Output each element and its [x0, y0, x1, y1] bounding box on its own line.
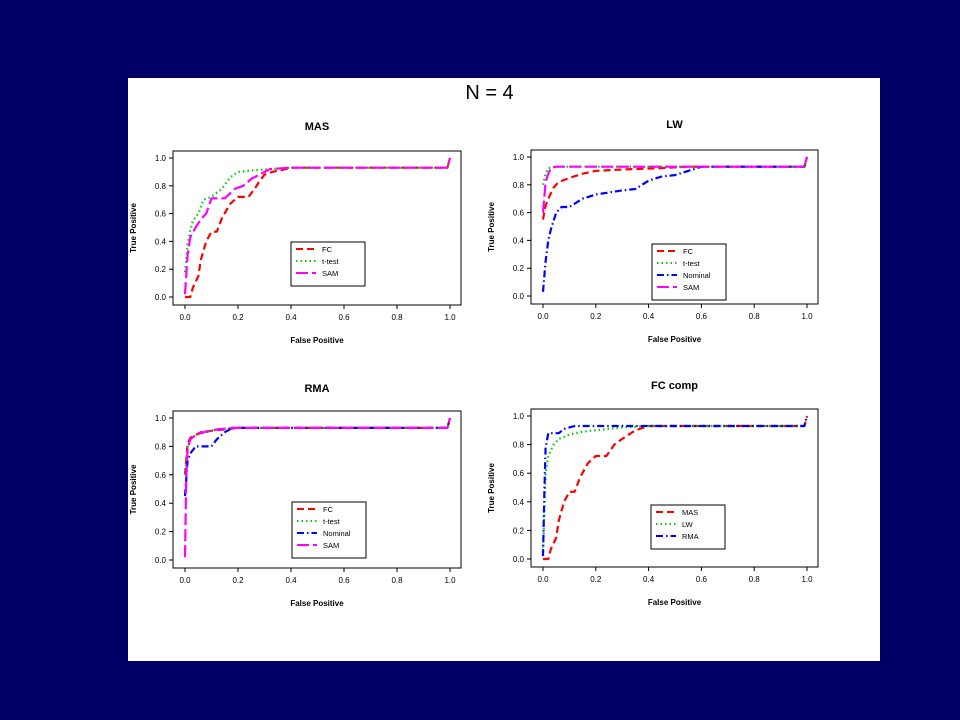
chart1-series-fc: [185, 157, 452, 299]
chart2-series-fc: [541, 156, 809, 220]
chart4-y-tick-label: 0.6: [513, 469, 525, 478]
chart3-plot-box: [172, 410, 462, 569]
chart3-y-tick-label: 0.4: [155, 499, 167, 508]
chart4-legend-label: MAS: [682, 508, 698, 517]
chart2-y-tick-label: 1.0: [513, 153, 525, 162]
chart4-legend-box: [650, 504, 726, 550]
chart3-x-tick-label: 1.0: [444, 576, 456, 585]
chart3-x-axis-label: False Positive: [290, 599, 344, 608]
chart3-x-tick-label: 0.6: [338, 576, 350, 585]
chart4-plot-box: [530, 408, 819, 568]
chart1-y-tick-label: 1.0: [155, 154, 167, 163]
chart2-legend-label: Nominal: [683, 271, 711, 280]
chart4-y-axis-label: True Positive: [487, 463, 496, 513]
chart4-x-axis-label: False Positive: [648, 598, 702, 607]
chart2-x-tick-label: 1.0: [801, 312, 813, 321]
chart3-x-tick-label: 0.8: [391, 576, 403, 585]
chart2-x-tick-label: 0.6: [696, 312, 708, 321]
chart1-title: MAS: [305, 121, 329, 133]
chart2-x-tick-label: 0.2: [590, 312, 602, 321]
chart2-x-tick-label: 0.4: [643, 312, 655, 321]
chart3-y-tick-label: 1.0: [155, 414, 167, 423]
chart1-series-sam: [183, 157, 452, 295]
chart3-legend-label: Nominal: [323, 529, 351, 538]
chart3-legend-label: FC: [323, 505, 334, 514]
chart4-y-tick-label: 0.2: [513, 526, 525, 535]
chart3-x-tick-label: 0.2: [232, 576, 244, 585]
chart4-x-tick-label: 0.6: [696, 575, 708, 584]
chart1-x-tick-label: 1.0: [444, 313, 456, 322]
chart1-y-axis-label: True Positive: [129, 203, 138, 253]
chart2-series-nominal: [541, 156, 809, 292]
chart2-y-tick-label: 0.4: [513, 236, 525, 245]
chart4-series-mas: [543, 415, 809, 561]
chart1-y-tick-label: 0.2: [155, 265, 167, 274]
chart4-y-tick-label: 0.4: [513, 498, 525, 507]
roc-charts: MAS 0.0 0.2 0.4 0.6 0.8 1.0 0.0 0.2 0.4 0.6 0.8 1.0 F…: [129, 119, 819, 608]
chart3-y-tick-label: 0.2: [155, 528, 167, 537]
chart4-x-tick-label: 1.0: [801, 575, 813, 584]
chart3-x-tick-label: 0.4: [285, 576, 297, 585]
chart4-series-rma: [541, 415, 809, 557]
chart3-y-tick-label: 0.6: [155, 471, 167, 480]
figure-panel: N = 4 MAS 0.0 0.2 0.4 0.6 0.8 1.0 0.0 0.2 0.4 0.6 0…: [128, 78, 880, 661]
chart1-y-tick-label: 0.4: [155, 237, 167, 246]
chart4-title: FC comp: [651, 380, 698, 392]
chart4-x-tick-label: 0.2: [590, 575, 602, 584]
chart3-y-tick-label: 0.8: [155, 442, 167, 451]
chart1-y-tick-label: 0.0: [155, 293, 167, 302]
chart2-series-sam: [541, 156, 809, 213]
chart2-plot-box: [530, 149, 819, 305]
chart2-legend-label: FC: [683, 247, 694, 256]
chart3-series-fc: [183, 417, 452, 475]
chart3-legend-label: t-test: [323, 517, 341, 526]
chart4-legend-label: LW: [682, 520, 694, 529]
chart4-y-tick-label: 0.0: [513, 555, 525, 564]
chart2-series-t-test: [541, 156, 809, 186]
chart4-x-tick-label: 0.4: [643, 575, 655, 584]
chart1-x-tick-label: 0.0: [179, 313, 191, 322]
chart2-legend-box: [651, 243, 727, 301]
chart4-x-tick-label: 0.0: [537, 575, 549, 584]
chart1-x-axis-label: False Positive: [290, 336, 344, 345]
chart4-y-tick-label: 0.8: [513, 441, 525, 450]
chart1-legend-box: [290, 241, 366, 287]
chart2-y-tick-label: 0.2: [513, 264, 525, 273]
chart4-x-tick-label: 0.8: [749, 575, 761, 584]
chart3-y-tick-label: 0.0: [155, 556, 167, 565]
chart2-x-axis-label: False Positive: [648, 335, 702, 344]
chart1-x-tick-label: 0.8: [391, 313, 403, 322]
chart1-y-tick-label: 0.6: [155, 210, 167, 219]
chart2-y-tick-label: 0.0: [513, 292, 525, 301]
chart3-series-t-test: [183, 417, 452, 475]
chart3-y-axis-label: True Positive: [129, 464, 138, 514]
figure-title: N = 4: [465, 82, 514, 104]
chart3-legend-label: SAM: [323, 541, 339, 550]
chart1-legend-label: SAM: [322, 269, 338, 278]
chart2-y-tick-label: 0.8: [513, 181, 525, 190]
chart3-legend-box: [291, 501, 367, 559]
chart2-legend-label: SAM: [683, 283, 699, 292]
chart1-plot-box: [172, 150, 462, 306]
chart1-x-tick-label: 0.6: [338, 313, 350, 322]
chart3-x-tick-label: 0.0: [179, 576, 191, 585]
chart1-y-tick-label: 0.8: [155, 182, 167, 191]
chart1-x-tick-label: 0.2: [232, 313, 244, 322]
chart4-y-tick-label: 1.0: [513, 412, 525, 421]
chart3-series-sam: [183, 417, 452, 558]
chart2-title: LW: [666, 119, 683, 131]
chart3-title: RMA: [304, 383, 329, 395]
chart2-legend-label: t-test: [683, 259, 701, 268]
chart1-legend-label: t-test: [322, 257, 340, 266]
chart1-legend-label: FC: [322, 245, 333, 254]
chart4-legend-label: RMA: [682, 532, 699, 541]
chart2-x-tick-label: 0.8: [749, 312, 761, 321]
chart2-y-axis-label: True Positive: [487, 202, 496, 252]
chart2-y-tick-label: 0.6: [513, 209, 525, 218]
chart1-x-tick-label: 0.4: [285, 313, 297, 322]
chart2-x-tick-label: 0.0: [537, 312, 549, 321]
